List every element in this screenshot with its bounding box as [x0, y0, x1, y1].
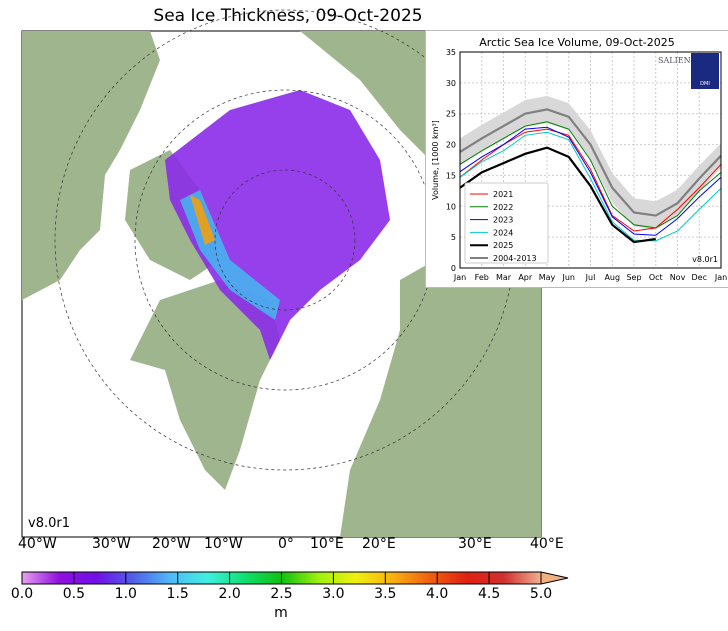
y-tick-label: 0: [451, 264, 456, 273]
colorbar-tick-label: 1.0: [114, 586, 137, 602]
map-version: v8.0r1: [28, 516, 70, 531]
colorbar-tick-label: 0.5: [62, 586, 86, 602]
y-tick-label: 35: [446, 48, 456, 57]
x-tick-label: Oct: [649, 273, 663, 282]
y-tick-label: 30: [446, 79, 456, 88]
volume-chart-inset: Arctic Sea Ice Volume, 09-Oct-2025 0 5 10 15…: [425, 30, 728, 288]
volume-chart: Arctic Sea Ice Volume, 09-Oct-2025 0 5 10 15…: [431, 36, 727, 282]
colorbar-tick-label: 3.5: [374, 586, 397, 602]
y-tick-label: 5: [451, 233, 456, 242]
lon-label: 30°E: [458, 536, 492, 552]
y-tick-label: 15: [446, 171, 456, 180]
x-tick-label: Jan: [453, 273, 466, 282]
colorbar-tick-label: 3.0: [322, 586, 345, 602]
lon-label: 20°E: [362, 536, 396, 552]
land-scandinavia: [340, 240, 541, 537]
legend-label: 2004-2013: [493, 254, 537, 263]
legend: [464, 182, 549, 264]
colorbar-tick-label: 0.0: [10, 586, 34, 602]
sea-ice: [165, 90, 390, 360]
x-tick-label: Dec: [692, 273, 707, 282]
salienseas-logo: SALIENSEAS: [658, 56, 713, 65]
legend-label: 2022: [493, 203, 513, 212]
x-tick-label: Sep: [626, 273, 641, 282]
colorbar-tick-label: 4.0: [426, 586, 449, 602]
colorbar-extend-arrow: [540, 571, 569, 585]
x-tick-label: Mar: [496, 273, 512, 282]
chart-title: Arctic Sea Ice Volume, 09-Oct-2025: [479, 36, 674, 49]
legend-label: 2025: [493, 241, 513, 250]
dmi-logo-text: DMI: [700, 81, 710, 87]
x-tick-label: Aug: [604, 273, 620, 282]
y-axis-label: Volume, [1000 km³]: [431, 120, 440, 200]
x-tick-label: Jun: [562, 273, 576, 282]
land-greenland: [130, 280, 280, 490]
colorbar-tick-label: 5.0: [529, 586, 553, 602]
x-tick-label: Feb: [475, 273, 489, 282]
lon-label: 0°: [278, 536, 294, 552]
lon-label: 30°W: [92, 536, 131, 552]
x-tick-label: Jan: [714, 273, 727, 282]
chart-version: v8.0r1: [692, 255, 718, 264]
thickest-ice: [190, 195, 215, 245]
land-north-america: [22, 31, 160, 300]
series-line-2024: [459, 131, 722, 242]
colorbar: [21, 571, 569, 585]
colorbar-tick-label: 4.5: [477, 586, 501, 602]
x-tick-label: Apr: [518, 273, 533, 282]
legend-label: 2024: [493, 228, 513, 237]
legend-label: 2021: [493, 190, 513, 199]
colorbar-tick-label: 2.0: [218, 586, 241, 602]
lon-label: 10°W: [204, 536, 243, 552]
y-tick-label: 10: [446, 202, 456, 211]
lon-label: 40°E: [530, 536, 564, 552]
series-line-2004-2013: [459, 108, 722, 217]
colorbar-tick-label: 1.5: [166, 586, 189, 602]
dmi-logo: [691, 53, 719, 89]
series-line-2022: [459, 121, 722, 229]
lon-label: 20°W: [152, 536, 191, 552]
plot-frame: [459, 51, 722, 269]
x-tick-label: May: [539, 273, 556, 282]
x-tick-label: Jul: [585, 273, 596, 282]
y-tick-label: 25: [446, 110, 456, 119]
series-line-2025: [459, 146, 656, 244]
legend-label: 2023: [493, 216, 513, 225]
colorbar-tick-label: 2.5: [270, 586, 293, 602]
lon-label: 40°W: [18, 536, 57, 552]
y-tick-label: 20: [446, 141, 456, 150]
x-tick-label: Nov: [670, 273, 686, 282]
lon-label: 10°E: [310, 536, 344, 552]
colorbar-unit: m: [274, 605, 288, 621]
series-line-2023: [459, 126, 722, 236]
